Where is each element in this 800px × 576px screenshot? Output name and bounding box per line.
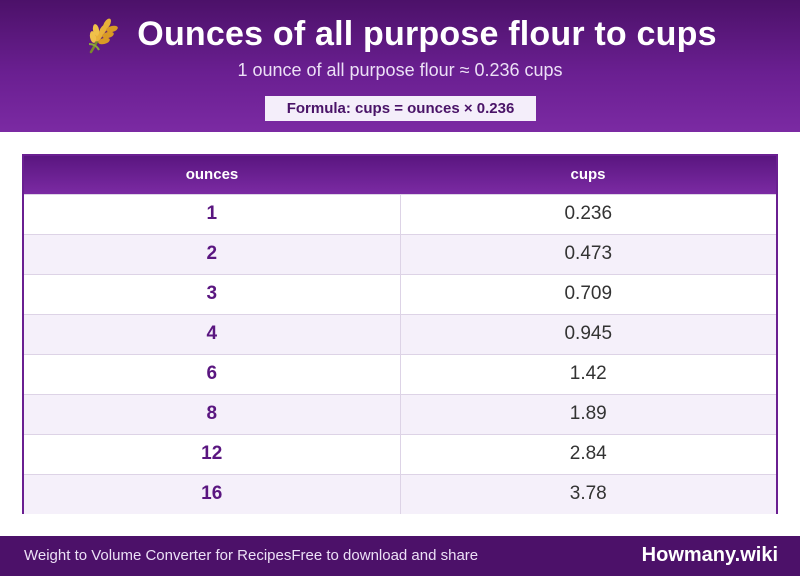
footer-bar: Weight to Volume Converter for RecipesFr…: [0, 536, 800, 576]
footer-app-name: Weight to Volume Converter for Recipes: [24, 547, 292, 564]
cups-cell: 0.473: [400, 233, 776, 274]
column-header-cups: cups: [570, 166, 606, 184]
table-row: 4 0.945: [24, 313, 776, 354]
cups-cell: 3.78: [400, 473, 776, 514]
ounces-cell: 3: [24, 273, 401, 314]
title-row: Ounces of all purpose flour to cups: [0, 14, 800, 54]
ounces-cell: 12: [24, 433, 401, 474]
cups-cell: 1.42: [400, 353, 776, 394]
cups-cell: 0.709: [400, 273, 776, 314]
column-header-ounces: ounces: [185, 166, 239, 184]
page-title: Ounces of all purpose flour to cups: [137, 14, 717, 53]
formula-badge: Formula: cups = ounces × 0.236: [265, 96, 536, 121]
ounces-cell: 6: [24, 353, 401, 394]
ounces-cell: 8: [24, 393, 401, 434]
conversion-table: ounces cups 1 0.236 2 0.473 3 0.709 4 0.…: [22, 154, 778, 514]
footer-note: Free to download and share: [291, 547, 479, 564]
table-row: 6 1.42: [24, 353, 776, 394]
header-banner: Ounces of all purpose flour to cups 1 ou…: [0, 0, 800, 132]
cups-cell: 1.89: [400, 393, 776, 434]
table-row: 8 1.89: [24, 393, 776, 434]
table-row: 12 2.84: [24, 433, 776, 474]
table-row: 16 3.78: [24, 473, 776, 514]
ounces-cell: 1: [24, 193, 401, 234]
table-row: 2 0.473: [24, 233, 776, 274]
cups-cell: 0.236: [400, 193, 776, 234]
subtitle: 1 ounce of all purpose flour ≈ 0.236 cup…: [237, 60, 563, 80]
table-header-row: ounces cups: [24, 156, 776, 194]
ounces-cell: 2: [24, 233, 401, 274]
brand-logo-text[interactable]: Howmany.wiki: [641, 544, 778, 566]
ounces-cell: 4: [24, 313, 401, 354]
footer-caption: Weight to Volume Converter for RecipesFr…: [24, 547, 478, 564]
cups-cell: 2.84: [400, 433, 776, 474]
table-row: 1 0.236: [24, 193, 776, 234]
table-row: 3 0.709: [24, 273, 776, 314]
wheat-icon: [83, 14, 123, 54]
cups-cell: 0.945: [400, 313, 776, 354]
ounces-cell: 16: [24, 473, 401, 514]
